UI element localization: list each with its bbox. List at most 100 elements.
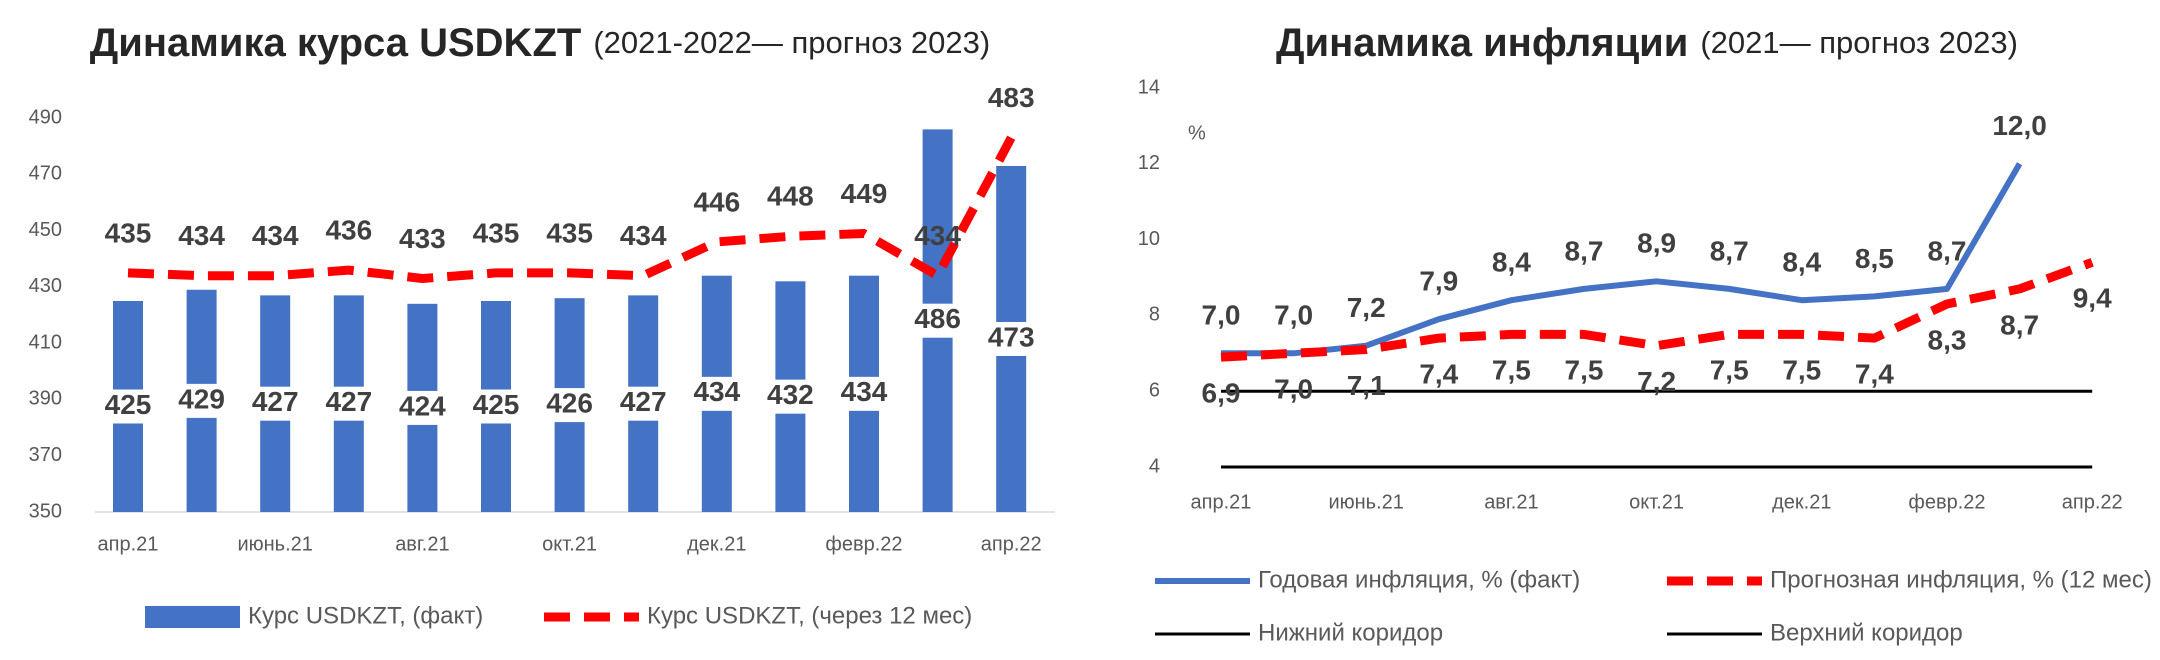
- line-value-label: 7,9: [1419, 266, 1458, 297]
- subtitle: (2021-2022— прогноз 2023): [593, 25, 990, 60]
- legend-label: Прогнозная инфляция, % (12 мес): [1770, 566, 2152, 593]
- line-value-label: 448: [767, 181, 814, 212]
- x-tick-label: апр.21: [98, 533, 159, 555]
- line-value-label: 7,2: [1637, 366, 1676, 397]
- legend-swatch: [145, 606, 240, 628]
- line-value-label: 8,7: [1710, 235, 1749, 266]
- y-tick-label: 390: [29, 388, 62, 410]
- line-value-label: 8,7: [2000, 309, 2039, 340]
- y-tick-label: 490: [29, 106, 62, 128]
- x-tick-label: окт.21: [542, 533, 597, 555]
- bar-value-label: 429: [178, 383, 225, 414]
- x-tick-label: дек.21: [687, 533, 746, 555]
- y-tick-label: 4: [1149, 455, 1160, 477]
- line-value-label: 8,7: [1565, 235, 1604, 266]
- line-value-label: 8,3: [1928, 324, 1967, 355]
- legend-label: Годовая инфляция, % (факт): [1258, 566, 1580, 593]
- y-unit: %: [1188, 122, 1206, 144]
- chart-title: Динамика курса USDKZT (2021-2022— прогноз…: [90, 21, 990, 65]
- x-tick-label: авг.21: [395, 533, 449, 555]
- label-bg: [168, 383, 235, 418]
- line-value-label: 7,5: [1710, 355, 1749, 386]
- x-tick-label: июнь.21: [237, 533, 312, 555]
- bar-value-label: 486: [914, 303, 961, 334]
- legend-label: Нижний коридор: [1258, 619, 1443, 646]
- title-main: Динамика инфляции: [1276, 21, 1688, 65]
- label-bg: [831, 376, 897, 411]
- label-bg: [904, 303, 971, 338]
- y-tick-label: 12: [1138, 152, 1160, 174]
- label-bg: [242, 386, 309, 421]
- label-bg: [757, 379, 824, 414]
- bar-value-label: 432: [767, 379, 814, 410]
- line-value-label: 7,0: [1202, 300, 1241, 331]
- line-value-label: 8,7: [1928, 235, 1967, 266]
- line-value-label: 7,0: [1274, 374, 1313, 405]
- legend-label: Верхний коридор: [1770, 619, 1963, 646]
- x-tick-label: окт.21: [1629, 491, 1684, 513]
- bar-value-label: 427: [252, 386, 299, 417]
- label-bg: [610, 386, 677, 421]
- y-tick-label: 430: [29, 275, 62, 297]
- legend-label: Курс USDKZT, (факт): [248, 602, 483, 629]
- x-tick-label: февр.22: [1908, 491, 1985, 513]
- line-value-label: 7,4: [1855, 359, 1894, 390]
- bar-value-label: 425: [105, 389, 152, 420]
- x-tick-label: апр.22: [2062, 491, 2123, 513]
- line-value-label: 483: [988, 82, 1035, 113]
- bar-value-label: 434: [841, 376, 888, 407]
- line-value-label: 8,4: [1492, 247, 1531, 278]
- title-main: Динамика курса USDKZT: [90, 21, 582, 65]
- bar-value-label: 425: [473, 389, 520, 420]
- x-tick-label: апр.21: [1191, 491, 1252, 513]
- line-value-label: 434: [252, 220, 299, 251]
- line-value-label: 435: [105, 217, 152, 248]
- line-value-label: 434: [178, 220, 225, 251]
- line-value-label: 12,0: [1992, 110, 2047, 141]
- bar-value-label: 424: [399, 390, 446, 421]
- line-value-label: 8,9: [1637, 228, 1676, 259]
- line-value-label: 7,1: [1347, 370, 1386, 401]
- y-tick-label: 8: [1149, 304, 1160, 326]
- line-value-label: 7,5: [1565, 355, 1604, 386]
- line-value-label: 7,5: [1782, 355, 1821, 386]
- bar-value-label: 434: [693, 376, 740, 407]
- line-value-label: 9,4: [2073, 283, 2112, 314]
- label-bg: [978, 321, 1045, 356]
- bar-value-label: 473: [988, 321, 1035, 352]
- label-bg: [683, 376, 750, 411]
- line-value-label: 7,0: [1274, 300, 1313, 331]
- series-line: [1220, 258, 2094, 362]
- line-value-label: 6,9: [1202, 377, 1241, 408]
- x-tick-label: июнь.21: [1328, 491, 1403, 513]
- x-tick-label: февр.22: [825, 533, 902, 555]
- x-tick-label: авг.21: [1484, 491, 1538, 513]
- bar-value-label: 427: [620, 386, 667, 417]
- line-value-label: 433: [399, 223, 446, 254]
- y-tick-label: 350: [29, 500, 62, 522]
- line-value-label: 446: [693, 186, 740, 217]
- line-value-label: 435: [546, 217, 593, 248]
- y-tick-label: 14: [1138, 76, 1160, 98]
- label-bg: [315, 386, 382, 421]
- label-bg: [463, 389, 529, 424]
- x-tick-label: апр.22: [981, 533, 1042, 555]
- line-value-label: 449: [841, 178, 888, 209]
- line-value-label: 7,4: [1419, 359, 1458, 390]
- chart-title: Динамика инфляции (2021— прогноз 2023): [1276, 21, 2018, 65]
- x-tick-label: дек.21: [1772, 491, 1831, 513]
- line-value-label: 436: [325, 214, 372, 245]
- line-value-label: 7,5: [1492, 355, 1531, 386]
- line-value-label: 435: [473, 217, 520, 248]
- y-tick-label: 10: [1138, 228, 1160, 250]
- line-value-label: 434: [914, 220, 961, 251]
- line-value-label: 7,2: [1347, 292, 1386, 323]
- bar-value-label: 426: [546, 387, 593, 418]
- label-bg: [389, 390, 456, 425]
- bar-value-label: 427: [325, 386, 372, 417]
- line-value-label: 434: [620, 220, 667, 251]
- line-value-label: 8,5: [1855, 243, 1894, 274]
- legend-label: Курс USDKZT, (через 12 мес): [647, 602, 972, 629]
- y-tick-label: 370: [29, 444, 62, 466]
